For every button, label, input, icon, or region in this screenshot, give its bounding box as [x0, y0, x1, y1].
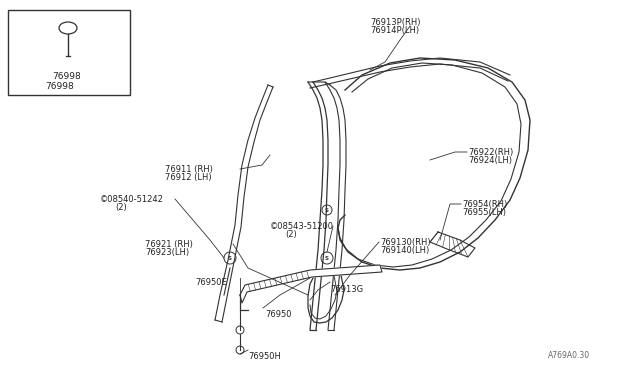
Text: 76913G: 76913G — [330, 285, 363, 294]
Text: 76950E: 76950E — [195, 278, 227, 287]
Text: (2): (2) — [285, 230, 297, 239]
Text: 76998: 76998 — [45, 82, 74, 91]
Text: 76923(LH): 76923(LH) — [145, 248, 189, 257]
Text: ©08543-51200: ©08543-51200 — [270, 222, 334, 231]
Text: ©08540-51242: ©08540-51242 — [100, 195, 164, 204]
Text: 769130(RH): 769130(RH) — [380, 238, 431, 247]
Text: 76950: 76950 — [265, 310, 291, 319]
Text: 76912 (LH): 76912 (LH) — [165, 173, 212, 182]
Text: 76914P(LH): 76914P(LH) — [370, 26, 419, 35]
Text: 76913P(RH): 76913P(RH) — [370, 18, 420, 27]
Text: S: S — [228, 256, 232, 260]
Text: A769A0.30: A769A0.30 — [548, 351, 590, 360]
Text: 76911 (RH): 76911 (RH) — [165, 165, 213, 174]
Text: 76955(LH): 76955(LH) — [462, 208, 506, 217]
Text: 76921 (RH): 76921 (RH) — [145, 240, 193, 249]
Polygon shape — [240, 265, 382, 303]
Text: 76954(RH): 76954(RH) — [462, 200, 508, 209]
Text: S: S — [325, 256, 329, 260]
Text: 76950H: 76950H — [248, 352, 281, 361]
Bar — [8, 10, 130, 95]
Text: S: S — [325, 208, 329, 212]
Text: 76998: 76998 — [52, 72, 81, 81]
Text: 76924(LH): 76924(LH) — [468, 156, 512, 165]
Text: (2): (2) — [115, 203, 127, 212]
Text: 769140(LH): 769140(LH) — [380, 246, 429, 255]
Text: 76922(RH): 76922(RH) — [468, 148, 513, 157]
